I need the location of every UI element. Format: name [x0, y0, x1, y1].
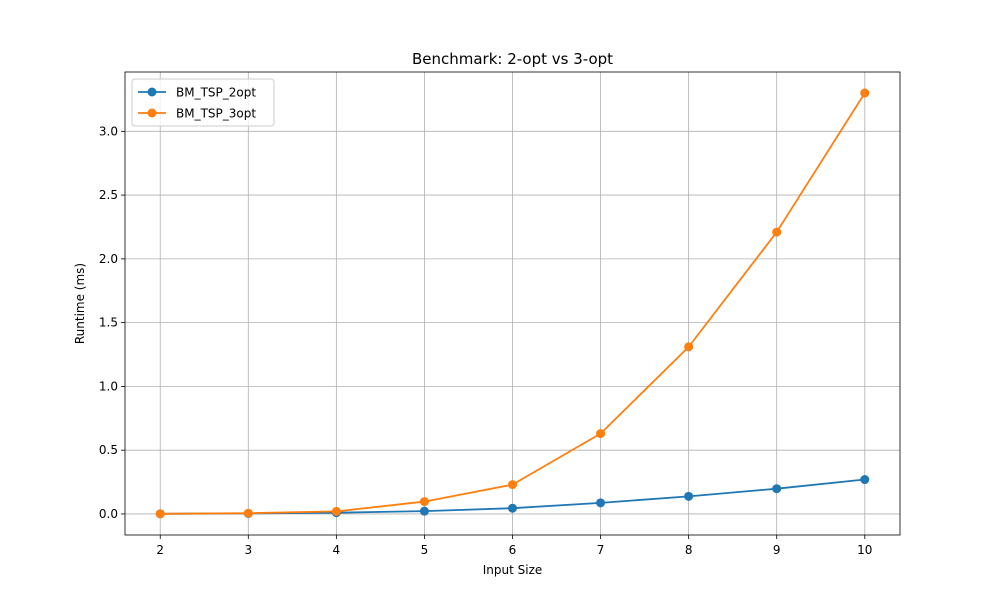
data-point: [596, 429, 606, 439]
x-tick-label: 8: [685, 543, 693, 557]
data-point: [243, 508, 253, 518]
legend-item: BM_TSP_2opt: [138, 86, 256, 100]
data-point: [331, 506, 341, 516]
x-tick-label: 6: [509, 543, 517, 557]
data-point: [596, 498, 606, 508]
legend-label: BM_TSP_2opt: [176, 86, 256, 100]
data-point: [684, 342, 694, 352]
x-tick-label: 10: [857, 543, 872, 557]
data-point: [684, 491, 694, 501]
y-tick-label: 2.0: [99, 252, 118, 266]
legend-box: [131, 78, 275, 127]
data-point: [508, 503, 517, 513]
series-group: [155, 88, 870, 519]
x-tick-label: 3: [244, 543, 252, 557]
grid: [125, 72, 900, 535]
legend-marker: [147, 108, 157, 118]
x-tick-label: 4: [333, 543, 341, 557]
y-tick-label: 3.0: [99, 124, 118, 138]
x-tick-label: 5: [421, 543, 429, 557]
y-tick-label: 2.5: [99, 188, 118, 202]
data-point: [419, 506, 429, 516]
data-point: [860, 88, 870, 98]
data-point: [419, 497, 429, 507]
legend-marker: [147, 87, 157, 97]
data-point: [772, 227, 782, 237]
x-tick-label: 7: [597, 543, 605, 557]
chart-title: Benchmark: 2-opt vs 3-opt: [412, 50, 613, 68]
data-point: [772, 484, 782, 494]
legend-item: BM_TSP_3opt: [138, 107, 256, 121]
x-tick-label: 9: [773, 543, 781, 557]
y-tick-label: 0.0: [99, 507, 118, 521]
y-tick-label: 1.0: [99, 379, 118, 393]
x-axis-label: Input Size: [483, 563, 543, 577]
legend-label: BM_TSP_3opt: [176, 107, 256, 121]
y-axis-ticks: 0.0 0.5 1.0 1.5 2.0 2.5 3.0: [99, 124, 125, 521]
y-axis-label: Runtime (ms): [73, 263, 87, 344]
legend: BM_TSP_2opt BM_TSP_3opt: [131, 78, 275, 127]
data-point: [155, 509, 165, 519]
y-tick-label: 1.5: [99, 316, 118, 330]
series-BM_TSP_3opt: [155, 88, 870, 519]
x-axis-ticks: 2 3 4 5 6 7 8 9 10: [156, 535, 872, 557]
data-point: [508, 480, 517, 490]
data-point: [860, 475, 870, 485]
y-tick-label: 0.5: [99, 443, 118, 457]
x-tick-label: 2: [156, 543, 164, 557]
